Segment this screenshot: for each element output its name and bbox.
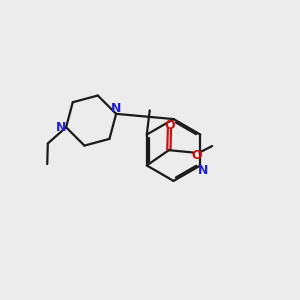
Text: N: N (56, 121, 66, 134)
Text: N: N (197, 164, 208, 177)
Text: N: N (111, 102, 121, 115)
Text: O: O (192, 149, 203, 162)
Text: O: O (164, 119, 175, 132)
